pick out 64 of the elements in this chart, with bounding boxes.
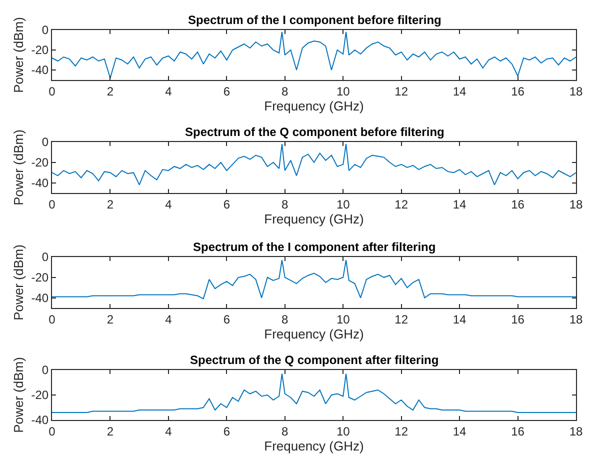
y-tick-label: 0 [42,135,49,150]
line-series [52,373,576,413]
x-tick-label: 18 [569,312,583,326]
x-tick-label: 10 [336,312,350,326]
y-tick-label: -20 [31,156,49,170]
x-tick-label: 14 [452,312,467,326]
x-tick-label: 18 [569,197,583,212]
y-axis-title: Power (dBm) [11,244,26,320]
x-tick-label: 14 [452,84,467,98]
y-tick-label: -40 [31,63,49,78]
x-tick-label: 4 [165,424,172,438]
x-tick-label: 16 [511,312,525,326]
x-tick-label: 16 [511,424,525,438]
x-axis-title: Frequency (GHz) [264,211,364,226]
x-tick-label: 10 [336,424,350,438]
x-tick-label: 16 [511,197,525,212]
x-tick-label: 6 [223,197,230,212]
x-tick-label: 10 [336,197,350,212]
y-tick-label: -20 [31,43,49,58]
chart-title: Spectrum of the I component after filtering [193,240,436,254]
x-tick-label: 12 [394,312,408,326]
x-tick-label: 6 [223,84,230,98]
line-series [52,260,576,300]
y-axis-title: Power (dBm) [11,357,26,433]
y-tick-label: -20 [31,388,49,402]
chart-title: Spectrum of the Q component before filtering [185,125,444,139]
line-series [52,32,576,78]
chart-title: Spectrum of the I component before filtering [188,13,442,27]
x-tick-label: 12 [394,424,408,438]
y-tick-label: -40 [31,413,49,428]
x-tick-label: 10 [336,84,350,98]
x-tick-label: 8 [282,424,289,438]
x-tick-label: 8 [282,312,289,326]
x-tick-label: 2 [106,312,114,326]
x-tick-label: 4 [165,197,172,212]
x-tick-label: 8 [282,84,289,98]
y-tick-label: -20 [31,270,49,285]
x-tick-label: 4 [165,84,172,98]
y-tick-label: -40 [31,291,49,305]
x-axis-title: Frequency (GHz) [264,438,364,454]
x-tick-label: 16 [511,84,525,98]
y-tick-label: 0 [42,23,49,38]
x-axis-title: Frequency (GHz) [264,326,364,342]
y-axis-title: Power (dBm) [11,130,26,206]
x-tick-label: 12 [394,84,408,98]
chart-title: Spectrum of the Q component after filtering [190,353,439,367]
y-tick-label: -40 [31,176,49,190]
x-tick-label: 2 [106,84,114,98]
x-tick-label: 6 [223,312,230,326]
y-axis-title: Power (dBm) [11,17,26,93]
x-tick-label: 4 [165,312,172,326]
line-series [52,144,576,186]
x-axis-title: Frequency (GHz) [264,98,364,114]
y-tick-label: 0 [42,250,49,264]
x-tick-label: 18 [569,424,583,438]
x-tick-label: 14 [452,424,467,438]
x-tick-label: 2 [106,197,114,212]
y-tick-label: 0 [42,363,49,378]
x-tick-label: 12 [394,197,408,212]
x-tick-label: 18 [569,84,583,98]
x-tick-label: 14 [452,197,467,212]
x-tick-label: 6 [223,424,230,438]
x-tick-label: 8 [282,197,289,212]
x-tick-label: 2 [106,424,114,438]
